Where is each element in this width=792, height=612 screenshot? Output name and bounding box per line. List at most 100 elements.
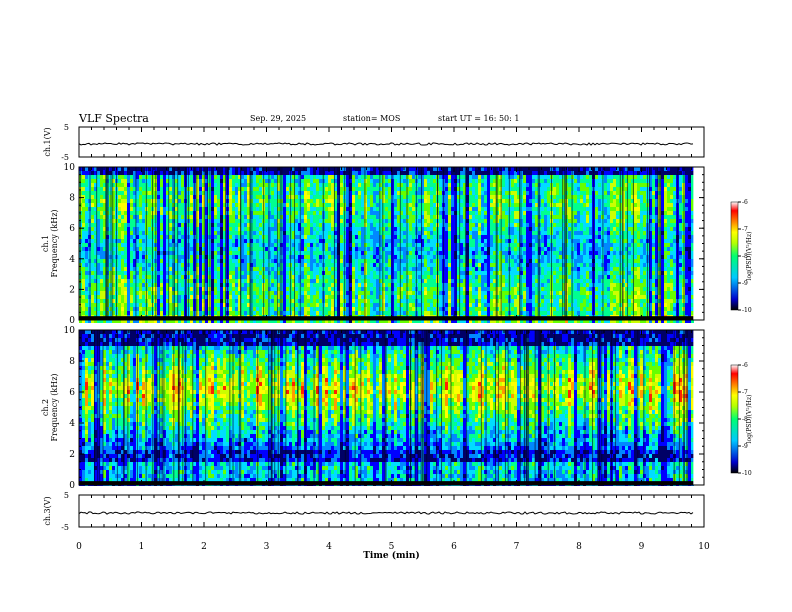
spectrogram-cell <box>247 231 250 235</box>
spectrogram-cell <box>388 195 391 199</box>
spectrogram-cell <box>355 283 358 287</box>
spectrogram-cell <box>97 219 100 223</box>
spectrogram-cell <box>103 211 106 215</box>
spectrogram-cell <box>370 243 373 247</box>
spectrogram-cell <box>205 279 208 283</box>
spectrogram-cell <box>157 283 160 287</box>
spectrogram-cell <box>160 247 163 251</box>
spectrogram-cell <box>199 251 202 255</box>
spectrogram-cell <box>175 243 178 247</box>
spectrogram-cell <box>166 303 169 307</box>
spectrogram-cell <box>382 179 385 183</box>
spectrogram-cell <box>286 255 289 259</box>
spectrogram-cell <box>397 307 400 311</box>
spectrogram-cell <box>109 263 112 267</box>
spectrogram-cell <box>352 307 355 311</box>
spectrogram-cell <box>454 267 457 271</box>
spectrogram-cell <box>319 311 322 315</box>
spectrogram-cell <box>127 307 130 311</box>
spectrogram-cell <box>217 215 220 219</box>
spectrogram-cell <box>268 223 271 227</box>
spectrogram-cell <box>127 279 130 283</box>
spectrogram-cell <box>319 279 322 283</box>
spectrogram-cell <box>367 223 370 227</box>
spectrogram-cell <box>292 263 295 267</box>
spectrogram-cell <box>244 239 247 243</box>
spectrogram-cell <box>349 319 352 323</box>
spectrogram-cell <box>271 231 274 235</box>
spectrogram-cell <box>190 311 193 315</box>
spectrogram-cell <box>178 179 181 183</box>
spectrogram-cell <box>412 167 415 171</box>
spectrogram-cell <box>346 187 349 191</box>
spectrogram-cell <box>244 199 247 203</box>
spectrogram-cell <box>316 279 319 283</box>
spectrogram-cell <box>418 231 421 235</box>
spectrogram-cell <box>220 275 223 279</box>
spectrogram-cell <box>247 227 250 231</box>
spectrogram-cell <box>331 191 334 195</box>
spectrogram-cell <box>328 279 331 283</box>
spectrogram-cell <box>457 311 460 315</box>
spectrogram-cell <box>292 287 295 291</box>
spectrogram-cell <box>304 187 307 191</box>
spectrogram-cell <box>157 235 160 239</box>
spectrogram-cell <box>244 311 247 315</box>
spectrogram-cell <box>385 179 388 183</box>
spectrogram-cell <box>427 243 430 247</box>
spectrogram-cell <box>298 275 301 279</box>
spectrogram-cell <box>361 299 364 303</box>
spectrogram-cell <box>274 219 277 223</box>
spectrogram-cell <box>142 295 145 299</box>
spectrogram-cell <box>97 267 100 271</box>
spectrogram-cell <box>202 175 205 179</box>
spectrogram-cell <box>337 187 340 191</box>
spectrogram-cell <box>274 247 277 251</box>
spectrogram-cell <box>250 319 253 323</box>
spectrogram-cell <box>307 223 310 227</box>
spectrogram-cell <box>130 227 133 231</box>
spectrogram-cell <box>334 279 337 283</box>
spectrogram-cell <box>328 271 331 275</box>
spectrogram-cell <box>202 211 205 215</box>
spectrogram-cell <box>373 275 376 279</box>
spectrogram-cell <box>136 203 139 207</box>
spectrogram-cell <box>376 191 379 195</box>
spectrogram-cell <box>421 299 424 303</box>
spectrogram-cell <box>118 251 121 255</box>
spectrogram-cell <box>160 267 163 271</box>
spectrogram-cell <box>349 191 352 195</box>
spectrogram-cell <box>103 183 106 187</box>
spectrogram-cell <box>433 191 436 195</box>
spectrogram-cell <box>190 199 193 203</box>
spectrogram-cell <box>337 223 340 227</box>
spectrogram-cell <box>121 191 124 195</box>
spectrogram-cell <box>328 235 331 239</box>
spectrogram-cell <box>139 255 142 259</box>
spectrogram-cell <box>400 307 403 311</box>
spectrogram-cell <box>310 223 313 227</box>
spectrogram-cell <box>160 319 163 323</box>
spectrogram-cell <box>247 271 250 275</box>
spectrogram-cell <box>376 243 379 247</box>
spectrogram-cell <box>349 243 352 247</box>
spectrogram-cell <box>163 303 166 307</box>
spectrogram-cell <box>274 275 277 279</box>
spectrogram-cell <box>346 183 349 187</box>
spectrogram-cell <box>424 175 427 179</box>
spectrogram-cell <box>274 307 277 311</box>
spectrogram-cell <box>358 291 361 295</box>
spectrogram-cell <box>424 267 427 271</box>
spectrogram-cell <box>220 247 223 251</box>
spectrogram-cell <box>319 219 322 223</box>
spectrogram-cell <box>136 275 139 279</box>
spectrogram-cell <box>214 275 217 279</box>
spectrogram-cell <box>301 171 304 175</box>
spectrogram-cell <box>220 187 223 191</box>
spectrogram-cell <box>175 175 178 179</box>
spectrogram-cell <box>397 255 400 259</box>
spectrogram-cell <box>427 295 430 299</box>
spectrogram-cell <box>259 307 262 311</box>
spectrogram-cell <box>292 167 295 171</box>
spectrogram-cell <box>100 319 103 323</box>
